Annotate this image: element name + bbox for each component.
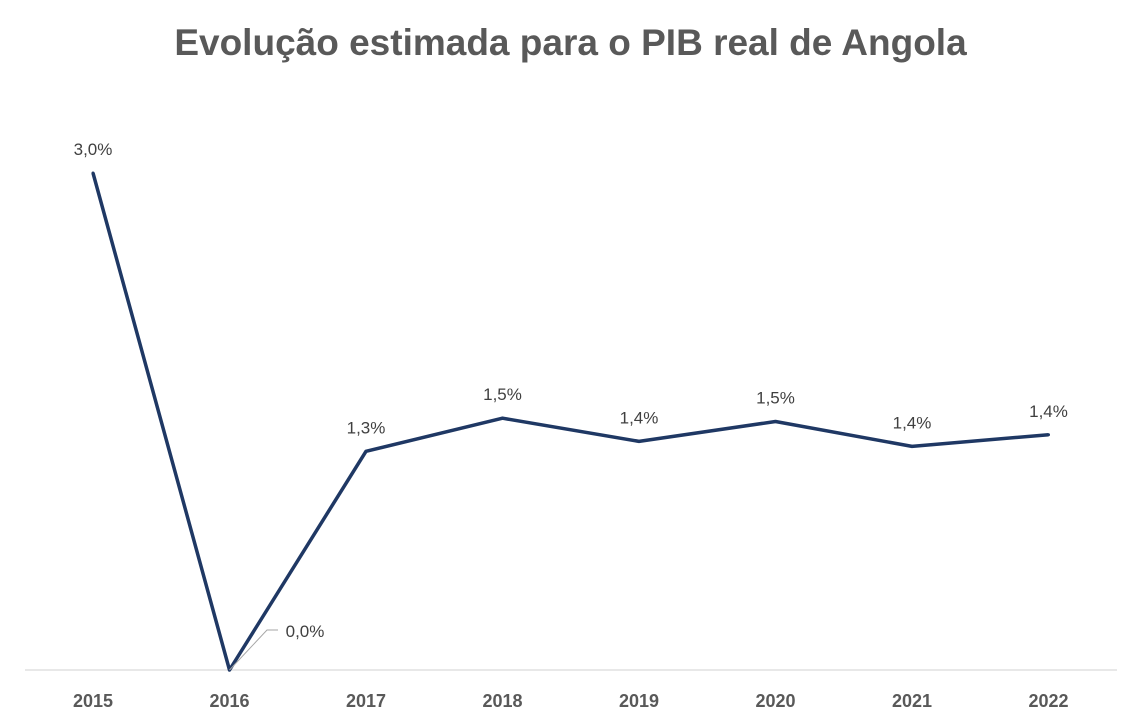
x-tick-label: 2021 xyxy=(892,691,932,711)
data-point xyxy=(910,444,914,448)
data-label: 3,0% xyxy=(74,140,113,159)
data-point xyxy=(1047,433,1050,437)
x-tick-label: 2019 xyxy=(619,691,659,711)
x-tick-label: 2016 xyxy=(209,691,249,711)
data-point xyxy=(774,420,777,423)
data-label: 1,3% xyxy=(347,418,386,437)
data-label: 1,5% xyxy=(483,385,522,404)
x-tick-label: 2022 xyxy=(1028,691,1068,711)
series-line xyxy=(91,172,1049,672)
data-label: 1,4% xyxy=(620,408,659,427)
x-tick-label: 2017 xyxy=(346,691,386,711)
data-point xyxy=(91,171,95,175)
data-label: 1,4% xyxy=(893,413,932,432)
data-point xyxy=(637,439,641,443)
data-point xyxy=(364,449,368,453)
data-point xyxy=(501,416,504,420)
x-tick-label: 2020 xyxy=(755,691,795,711)
data-label-leader-line xyxy=(229,629,278,671)
data-label: 0,0% xyxy=(286,622,325,641)
chart-title: Evolução estimada para o PIB real de Ang… xyxy=(174,22,967,63)
x-tick-label: 2018 xyxy=(482,691,522,711)
data-label: 1,5% xyxy=(756,389,795,408)
x-tick-label: 2015 xyxy=(73,691,113,711)
data-label: 1,4% xyxy=(1029,402,1068,421)
